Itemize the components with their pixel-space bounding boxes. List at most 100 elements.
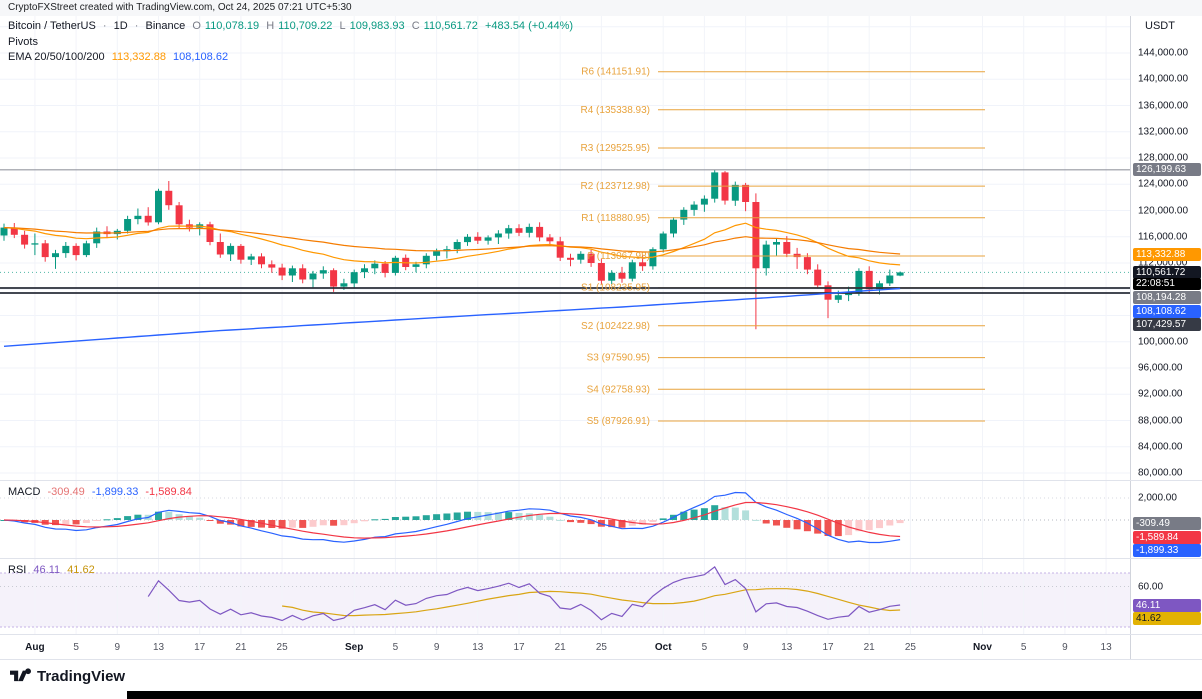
exchange-label: Binance: [145, 20, 186, 32]
price-tick-label: 124,000.00: [1138, 178, 1189, 190]
pivots-indicator-title[interactable]: Pivots: [8, 36, 38, 48]
time-tick-label: 17: [513, 642, 525, 653]
bottom-strip: [127, 691, 1202, 699]
rsi-panel-canvas[interactable]: [0, 559, 1130, 634]
time-tick-label: 9: [742, 642, 749, 653]
macd-panel-canvas[interactable]: [0, 481, 1130, 558]
time-tick-label: 13: [472, 642, 484, 653]
change-value: +483.54 (+0.44%): [484, 20, 574, 32]
tradingview-brand[interactable]: TradingView: [10, 666, 125, 687]
countdown-label: 22:08:51: [1133, 278, 1201, 291]
time-tick-label: 5: [73, 642, 79, 653]
ema-50-line: [3, 227, 901, 255]
open-value: 110,078.19: [204, 20, 260, 32]
quote-currency-label: USDT: [1145, 20, 1175, 32]
time-tick-label: 17: [822, 642, 834, 653]
ema-200-line: [3, 287, 901, 347]
macd-legend[interactable]: MACD -309.49 -1,899.33 -1,589.84: [8, 486, 196, 498]
interval-label[interactable]: 1D: [113, 20, 128, 32]
macd-hist-label: -309.49: [1133, 516, 1201, 530]
symbol-legend[interactable]: Bitcoin / TetherUS · 1D · Binance O 110,0…: [8, 20, 577, 32]
ema-orange-label: 113,332.88: [1133, 247, 1201, 261]
time-tick-label: 9: [114, 642, 121, 653]
ema-200-label: 108,108.62: [1133, 304, 1201, 318]
time-tick-label: Aug: [25, 642, 45, 653]
price-tick-label: 132,000.00: [1138, 126, 1189, 138]
time-tick-label: 9: [1062, 642, 1068, 653]
macd-indicator-title[interactable]: MACD: [8, 486, 41, 498]
price-chart-canvas[interactable]: R6 (141151.91) R4 (135338.93) R3 (129525.9…: [0, 16, 1130, 480]
close-value: 110,561.72: [423, 20, 478, 32]
symbol-title[interactable]: Bitcoin / TetherUS: [8, 20, 96, 32]
open-letter: O: [192, 20, 201, 32]
svg-text:R1 (118880.95): R1 (118880.95): [581, 213, 650, 224]
svg-text:S3 (97590.95): S3 (97590.95): [587, 353, 650, 364]
time-tick-label: 17: [194, 642, 206, 653]
rsi-ma-value: 41.62: [67, 564, 95, 576]
price-tick-label: 88,000.00: [1138, 415, 1183, 426]
time-tick-label: 13: [781, 642, 793, 653]
rsi-indicator-title[interactable]: RSI: [8, 564, 27, 576]
macd-line-label: -1,899.33: [1133, 544, 1201, 558]
price-tick-label: 140,000.00: [1138, 73, 1189, 85]
panel-separator: [0, 659, 1202, 660]
price-tick-label: 144,000.00: [1138, 47, 1189, 59]
price-scale[interactable]: USDT 144,000.00 140,000.00 136,000.00 132,0…: [1130, 16, 1202, 659]
hline-label: 108,194.28: [1133, 291, 1201, 305]
svg-text:S4 (92758.93): S4 (92758.93): [587, 384, 650, 395]
macd-line: [3, 491, 901, 544]
rsi-line: [147, 566, 901, 622]
price-tick-label: 80,000.00: [1138, 467, 1183, 479]
svg-text:R6 (141151.91): R6 (141151.91): [581, 67, 650, 78]
time-tick-label: 13: [1100, 642, 1112, 653]
time-tick-label: 21: [235, 642, 247, 653]
ema-indicator-title[interactable]: EMA 20/50/100/200: [8, 51, 105, 63]
panel-separator: [0, 634, 1202, 635]
price-tick-label: 84,000.00: [1138, 441, 1183, 453]
price-tick-label: 100,000.00: [1138, 336, 1189, 348]
time-tick-label: 25: [595, 642, 607, 653]
hline-high-label: 126,199.63: [1133, 163, 1201, 177]
svg-text:P (113067.98): P (113067.98): [588, 251, 650, 262]
rsi-value-label: 46.11: [1133, 598, 1201, 612]
low-value: 109,983.93: [349, 20, 405, 32]
rsi-tick-label: 60.00: [1138, 581, 1164, 592]
macd-signal-line: [3, 501, 901, 539]
time-tick-label: 25: [904, 642, 916, 653]
time-tick-label: 5: [392, 642, 399, 653]
macd-signal-label: -1,589.84: [1133, 530, 1201, 544]
svg-text:R2 (123712.98): R2 (123712.98): [581, 181, 651, 192]
brand-text: TradingView: [37, 668, 126, 685]
ema-blue-value: 108,108.62: [173, 51, 229, 63]
price-tick-label: 116,000.00: [1138, 231, 1188, 243]
ema-legend[interactable]: EMA 20/50/100/200 113,332.88 108,108.62: [8, 51, 232, 63]
hline-low-label: 107,429.57: [1133, 318, 1201, 332]
rsi-ma-line: [282, 588, 901, 617]
rsi-legend[interactable]: RSI 46.11 41.62: [8, 564, 99, 576]
separator-dot: ·: [102, 20, 107, 32]
attribution-text: CryptoFXStreet created with TradingView.…: [8, 2, 352, 13]
svg-text:R4 (135338.93): R4 (135338.93): [581, 105, 651, 116]
low-letter: L: [339, 20, 346, 32]
time-tick-label: 5: [701, 642, 708, 653]
panel-separator[interactable]: [0, 558, 1202, 559]
time-scale[interactable]: Aug 5 9 13 17 21 25 Sep 5 9 13 17 21 25 Oct 5 9 13 17 21 25 N…: [0, 635, 1130, 659]
price-tick-label: 92,000.00: [1138, 388, 1183, 400]
high-letter: H: [266, 20, 275, 32]
panel-separator[interactable]: [0, 480, 1202, 481]
price-tick-label: 96,000.00: [1138, 362, 1183, 374]
time-tick-label: 25: [276, 642, 288, 653]
macd-line-value: -1,899.33: [91, 486, 139, 498]
macd-signal-value: -1,589.84: [145, 486, 192, 498]
candles-series: [0, 169, 904, 330]
svg-text:S2 (102422.98): S2 (102422.98): [581, 321, 650, 332]
price-tick-label: 112,000.00: [1138, 257, 1188, 269]
separator-dot: ·: [134, 20, 139, 32]
price-tick-label: 136,000.00: [1138, 100, 1189, 111]
price-tick-label: 128,000.00: [1138, 152, 1189, 164]
ema-orange-value: 113,332.88: [111, 51, 166, 63]
pivots-legend[interactable]: Pivots: [8, 36, 42, 48]
last-price-label: 110,561.72: [1133, 265, 1201, 279]
time-tick-label: 21: [863, 642, 875, 653]
time-tick-label: 21: [554, 642, 566, 653]
